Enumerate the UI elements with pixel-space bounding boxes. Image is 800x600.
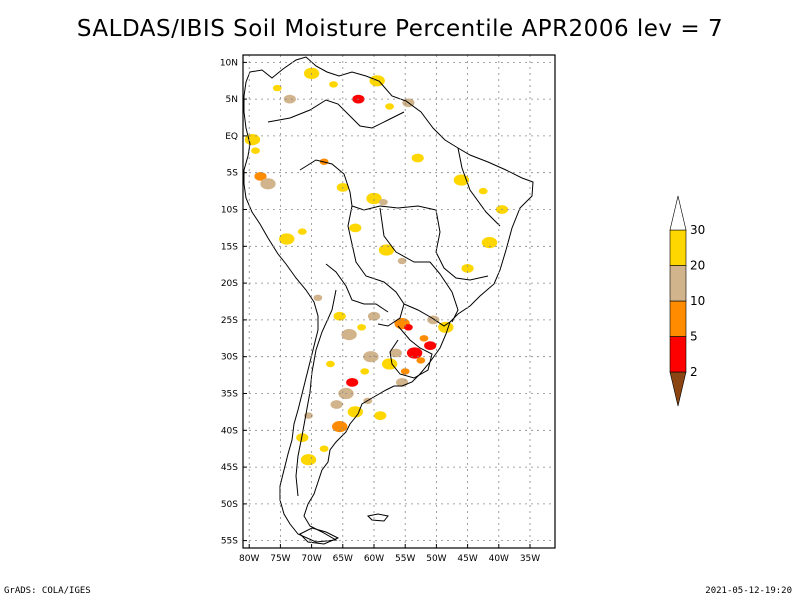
legend-color-box [669, 336, 687, 373]
timestamp: 2021-05-12-19:20 [705, 586, 792, 596]
percentile-patch [424, 341, 437, 350]
latitude-tick-labels: 10N 5N EQ 5S 10S 15S 20S 25S 30S 35S 40S 45S 50S 55S [220, 58, 247, 547]
lat-tick-label: 50S [221, 500, 238, 510]
percentile-patch [366, 192, 382, 205]
lat-tick-label: 15S [221, 242, 238, 252]
lat-tick-label: 25S [221, 316, 238, 326]
lat-tick-label: 40S [221, 426, 238, 436]
percentile-patch [251, 147, 260, 154]
percentile-patch [260, 178, 276, 190]
lat-tick-label: 10N [220, 58, 238, 68]
falkland-islands [366, 513, 389, 522]
lat-tick-label: 55S [221, 537, 238, 547]
percentile-patch [346, 378, 359, 387]
lat-tick-label: 45S [221, 463, 238, 473]
longitude-tick-labels: 80W 75W 70W 65W 60W 55W 50W 45W 40W 35W [239, 544, 540, 564]
legend-level-label: 5 [690, 330, 698, 344]
percentile-patch [400, 368, 410, 375]
country-borders [267, 99, 501, 497]
percentile-patch [367, 311, 381, 321]
percentile-patch [244, 134, 261, 146]
lon-tick-label: 50W [426, 554, 446, 564]
percentile-patch [381, 358, 398, 370]
percentile-patch [341, 329, 357, 341]
percentile-patch [419, 335, 429, 342]
lon-tick-label: 70W [301, 554, 321, 564]
lat-tick-label: 5N [226, 95, 238, 105]
percentile-patch [329, 81, 338, 88]
lon-tick-label: 75W [270, 554, 290, 564]
percentile-patch [297, 228, 307, 235]
plot-frame [242, 54, 556, 549]
lon-tick-label: 40W [489, 554, 509, 564]
percentile-fill-layer [244, 67, 509, 466]
legend-color-box [669, 265, 687, 302]
lat-tick-label: 5S [227, 169, 239, 179]
legend-level-label: 30 [690, 223, 705, 237]
percentile-patch [254, 172, 267, 181]
percentile-patch [319, 445, 329, 452]
percentile-patch [349, 223, 362, 233]
legend-color-box [669, 300, 687, 337]
percentile-patch [385, 103, 394, 110]
percentile-patch [481, 237, 498, 249]
south-america-coastline [243, 56, 534, 543]
percentile-patch [357, 324, 366, 331]
lon-tick-label: 55W [395, 554, 415, 564]
percentile-patch [378, 244, 395, 256]
percentile-patch [389, 348, 402, 358]
lat-tick-label: EQ [225, 132, 238, 142]
map-title: SALDAS/IBIS Soil Moisture Percentile APR… [76, 16, 724, 42]
percentile-patch [332, 421, 348, 433]
lon-tick-label: 35W [520, 554, 540, 564]
percentile-patch [416, 357, 426, 364]
legend-level-labels: 2 5 10 20 30 [690, 223, 705, 379]
percentile-patch [330, 400, 343, 409]
percentile-patch [427, 315, 440, 325]
percentile-patch [461, 264, 474, 273]
coastline-layer [243, 56, 534, 545]
grid-lines [243, 55, 555, 548]
percentile-patch [313, 294, 323, 301]
percentile-patch [283, 94, 296, 104]
lon-tick-label: 65W [333, 554, 353, 564]
lon-tick-label: 60W [364, 554, 384, 564]
legend-color-box [669, 229, 687, 266]
percentile-patch [300, 454, 317, 466]
lat-tick-label: 20S [221, 279, 238, 289]
percentile-patch [379, 199, 388, 206]
lon-tick-label: 45W [457, 554, 477, 564]
percentile-patch [478, 187, 488, 195]
percentile-patch [360, 368, 370, 375]
percentile-patch [404, 324, 413, 331]
lat-tick-label: 30S [221, 353, 238, 363]
percentile-patch [374, 411, 387, 420]
color-legend: 2 5 10 20 30 [669, 195, 705, 407]
percentile-patch [326, 360, 335, 368]
lon-tick-label: 80W [239, 554, 259, 564]
percentile-patch [397, 257, 407, 265]
legend-level-label: 2 [690, 365, 698, 379]
legend-arrow-high [669, 195, 687, 231]
percentile-patch [347, 406, 363, 418]
legend-arrow-low [669, 371, 687, 407]
lat-tick-label: 10S [221, 206, 238, 216]
percentile-patch [411, 153, 424, 163]
percentile-patch [333, 311, 346, 321]
percentile-patch [296, 433, 309, 442]
legend-level-label: 10 [690, 294, 705, 308]
lat-tick-label: 35S [221, 390, 238, 400]
tierra-del-fuego [299, 527, 340, 545]
software-credit: GrADS: COLA/IGES [4, 586, 91, 596]
percentile-patch [406, 347, 423, 359]
percentile-patch [272, 84, 282, 92]
percentile-patch [279, 233, 295, 245]
legend-level-label: 20 [690, 259, 705, 273]
legend-color-boxes [669, 195, 687, 407]
